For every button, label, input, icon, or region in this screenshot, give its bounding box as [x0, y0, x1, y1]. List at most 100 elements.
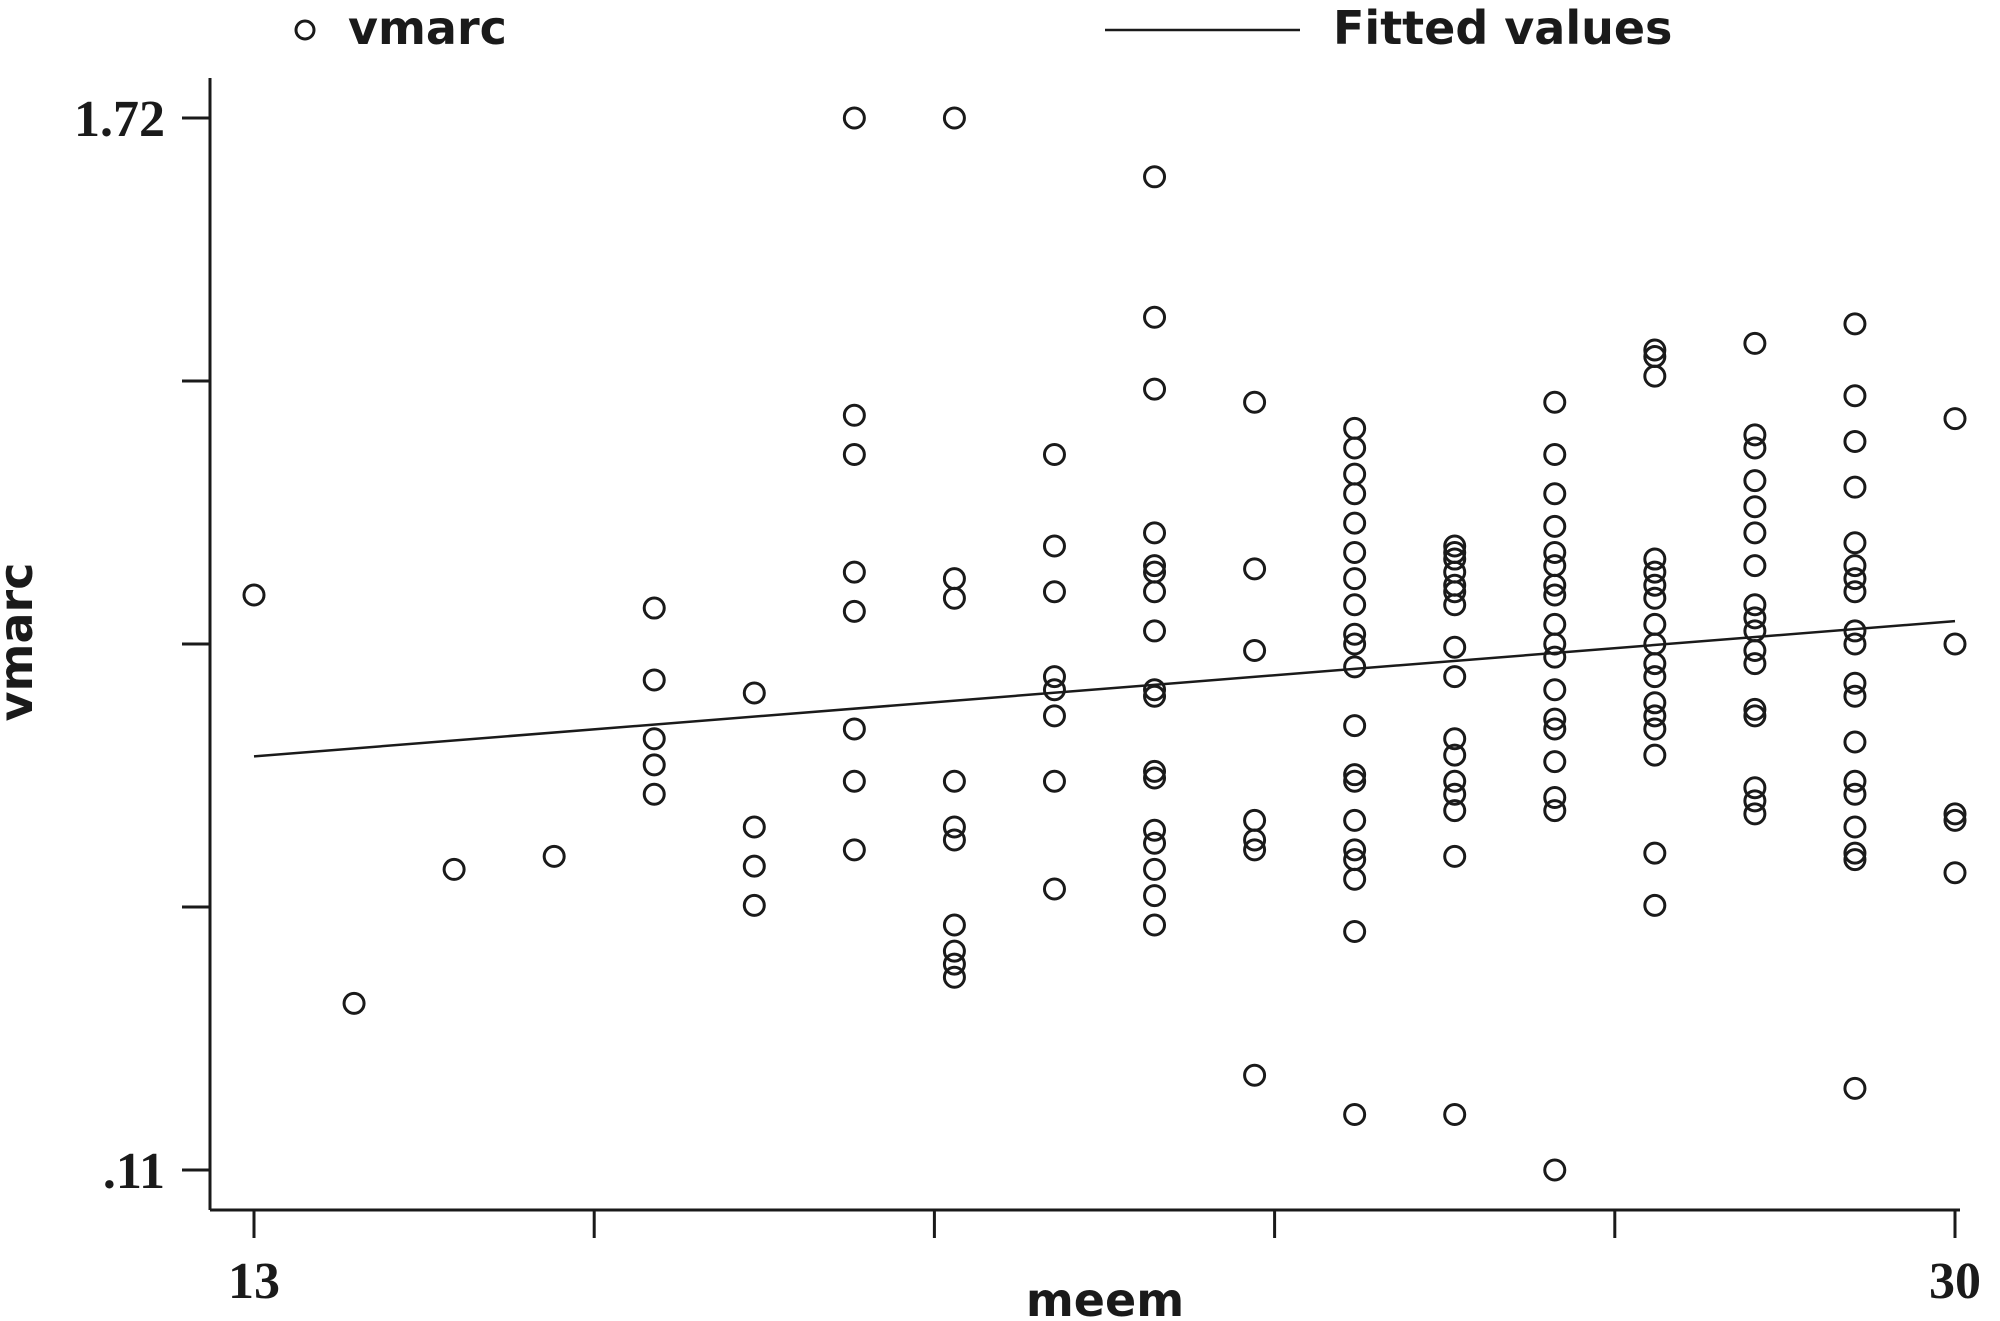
x-tick-label: 30 [1929, 1253, 1981, 1310]
data-point [1343, 1102, 1367, 1126]
data-point [1443, 665, 1467, 689]
data-point [1143, 580, 1167, 604]
data-point [1343, 920, 1367, 944]
data-point [1743, 697, 1767, 721]
data-point [1443, 635, 1467, 659]
data-point [1343, 622, 1367, 646]
data-point [1643, 893, 1667, 917]
data-point [1643, 586, 1667, 610]
data-point [1543, 1158, 1567, 1182]
data-point [1443, 534, 1467, 558]
data-point [1343, 482, 1367, 506]
data-point [1843, 671, 1867, 695]
data-point [1643, 717, 1667, 741]
data-point [1343, 769, 1367, 793]
data-point [1643, 841, 1667, 865]
data-point [1643, 573, 1667, 597]
legend: vmarc Fitted values [294, 1, 1672, 55]
data-point [1743, 436, 1767, 460]
data-point [1643, 547, 1667, 571]
data-point [1543, 583, 1567, 607]
data-point [642, 753, 666, 777]
data-point [842, 403, 866, 427]
data-point [442, 857, 466, 881]
data-point [1643, 704, 1667, 728]
data-point [1843, 684, 1867, 708]
data-point [1643, 743, 1667, 767]
legend-label-fitted-values: Fitted values [1333, 1, 1672, 55]
legend-label-vmarc: vmarc [348, 1, 507, 55]
data-point [1343, 838, 1367, 862]
data-point [1743, 652, 1767, 676]
data-point [1543, 541, 1567, 565]
data-point [1343, 436, 1367, 460]
data-point [1143, 818, 1167, 842]
fitted-values-line [253, 619, 1956, 758]
data-point [942, 952, 966, 976]
data-point [1843, 619, 1867, 643]
plot-area [242, 106, 1967, 1182]
data-point [842, 443, 866, 467]
data-point [1443, 727, 1467, 751]
data-point [1143, 305, 1167, 329]
data-point [1143, 377, 1167, 401]
data-point [1543, 717, 1567, 741]
legend-marker-vmarc [294, 19, 316, 41]
data-point [1543, 390, 1567, 414]
data-point [1843, 580, 1867, 604]
data-point [1743, 704, 1767, 728]
data-point [942, 828, 966, 852]
data-point [1343, 593, 1367, 617]
data-point [1843, 632, 1867, 656]
data-point [1343, 714, 1367, 738]
data-point [1042, 877, 1066, 901]
data-point [1643, 560, 1667, 584]
data-point [1843, 815, 1867, 839]
data-point [1743, 495, 1767, 519]
data-point [1543, 514, 1567, 538]
y-ticks: .11 1.72 [74, 91, 210, 1200]
data-point [1743, 521, 1767, 545]
data-point [842, 599, 866, 623]
data-point [1443, 547, 1467, 571]
data-point [842, 838, 866, 862]
data-point [842, 769, 866, 793]
data-point [1243, 1063, 1267, 1087]
data-point [1643, 612, 1667, 636]
data-point [1143, 678, 1167, 702]
data-point [1143, 766, 1167, 790]
data-point [1743, 606, 1767, 630]
data-point [1143, 554, 1167, 578]
y-axis-title: vmarc [0, 563, 43, 722]
data-point [1042, 665, 1066, 689]
data-point [1743, 776, 1767, 800]
data-point [1042, 443, 1066, 467]
data-point [1543, 573, 1567, 597]
data-point [1343, 511, 1367, 535]
data-point [942, 769, 966, 793]
data-point [1443, 844, 1467, 868]
data-point [542, 844, 566, 868]
data-point [1042, 704, 1066, 728]
data-point [1343, 416, 1367, 440]
data-point [1943, 861, 1967, 885]
data-point [1543, 632, 1567, 656]
data-point [1443, 593, 1467, 617]
data-point [1643, 364, 1667, 388]
data-point [1143, 884, 1167, 908]
data-point [1443, 743, 1467, 767]
data-point [1943, 808, 1967, 832]
data-point [1343, 541, 1367, 565]
data-point [1143, 619, 1167, 643]
data-point [1143, 857, 1167, 881]
data-point [1443, 782, 1467, 806]
data-point [1243, 390, 1267, 414]
data-point [1843, 769, 1867, 793]
data-point [1143, 684, 1167, 708]
data-point [1042, 534, 1066, 558]
data-point [742, 854, 766, 878]
data-point [1443, 769, 1467, 793]
data-point [1743, 423, 1767, 447]
data-point [1943, 632, 1967, 656]
